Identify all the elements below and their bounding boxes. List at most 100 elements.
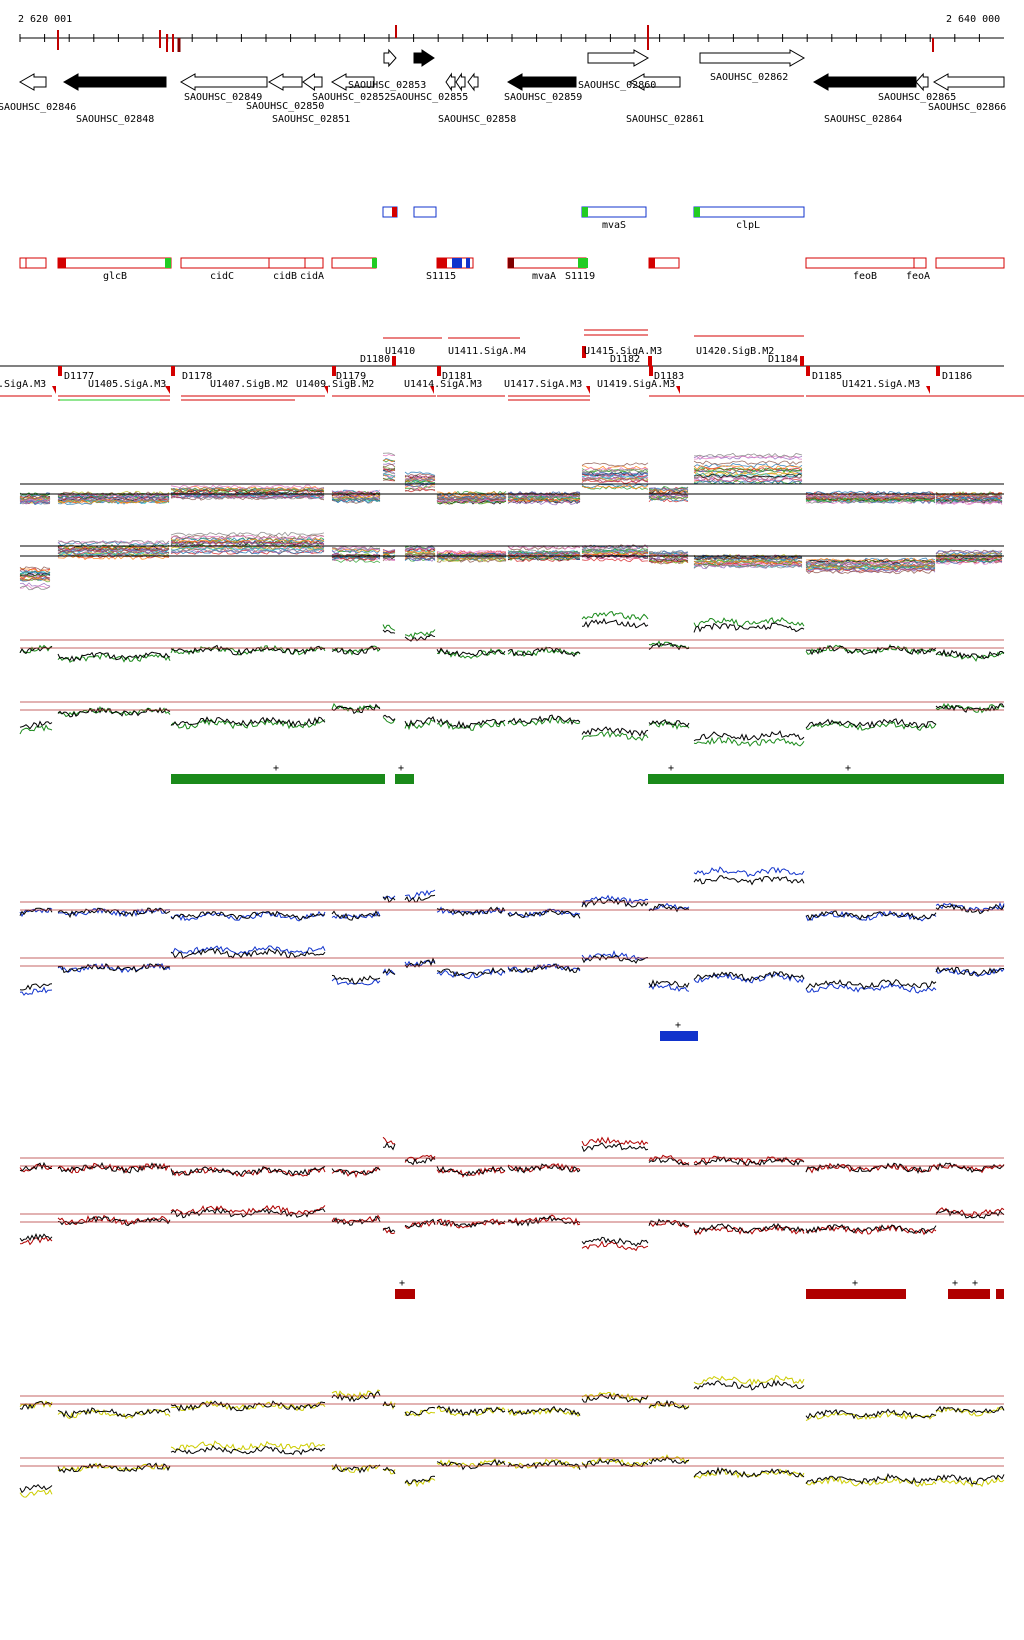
gene-arrow [932, 73, 1005, 91]
blue-feature-clpL[interactable] [693, 206, 805, 218]
call-bar [948, 1289, 990, 1299]
gene-arrow [628, 73, 681, 91]
gene-label: SAOUHSC_02852 [312, 92, 390, 103]
segment-label: D1181 [442, 371, 472, 382]
gene-label: SAOUHSC_02865 [878, 92, 956, 103]
red-feature-box[interactable] [19, 257, 47, 269]
expression-line [19, 875, 1005, 922]
red-feature-box[interactable] [331, 257, 377, 269]
gene-arrow [179, 73, 268, 91]
segment-label: D1178 [182, 371, 212, 382]
feature-label-mvaS: mvaS [602, 220, 626, 231]
segment-label: D1177 [64, 371, 94, 382]
call-bar [171, 774, 385, 784]
expression-line [19, 1444, 1005, 1494]
feature-label-cidA: cidA [300, 271, 324, 282]
gene-arrows[interactable] [18, 48, 1005, 92]
gene-label: SAOUHSC_02860 [578, 80, 656, 91]
gene-arrow [18, 73, 47, 91]
blue-feature-box[interactable] [413, 206, 437, 218]
segment-label: D1179 [336, 371, 366, 382]
ruler-red-marks [57, 25, 934, 52]
red-feature-box[interactable] [935, 257, 1005, 269]
feature-label-feoA: feoA [906, 271, 930, 282]
segment-label: U1415.SigA.M3 [584, 346, 662, 357]
gene-label: SAOUHSC_02864 [824, 114, 902, 125]
blue-feature-mvaS[interactable] [581, 206, 647, 218]
gene-label: SAOUHSC_02851 [272, 114, 350, 125]
segment-label: U1405.SigA.M3 [88, 379, 166, 390]
feature-label-mvaA: mvaA [532, 271, 556, 282]
feature-label-clpL: clpL [736, 220, 760, 231]
red-feature-cidB[interactable] [268, 257, 306, 269]
segment-label: D1180 [360, 354, 390, 365]
gene-arrow [62, 73, 167, 91]
expression-multi-track-2 [19, 531, 1004, 591]
plus-marker: + [398, 763, 404, 774]
expression-line [19, 1141, 1005, 1177]
call-bar [395, 1289, 415, 1299]
plus-marker: + [675, 1020, 681, 1031]
segment-label: D1185 [812, 371, 842, 382]
red-feature-cidA[interactable] [304, 257, 324, 269]
segment-label: D1182 [610, 354, 640, 365]
call-bar [806, 1289, 906, 1299]
expression-multi-track-1 [19, 452, 1004, 506]
gene-arrow [467, 72, 479, 92]
red-feature-feoA[interactable] [913, 257, 927, 269]
feature-label-S1119: S1119 [565, 271, 595, 282]
gene-label: SAOUHSC_02846 [0, 102, 76, 113]
call-bar [660, 1031, 698, 1041]
expression-pair-tracks [19, 611, 1005, 1498]
feature-label-S1115: S1115 [426, 271, 456, 282]
segment-label: U1421.SigA.M3 [842, 379, 920, 390]
gene-arrow [915, 72, 929, 92]
gene-arrow [812, 73, 917, 91]
gene-arrow [455, 72, 466, 92]
red-feature-glcB[interactable] [57, 257, 172, 269]
gene-arrow [445, 72, 456, 92]
segment-label: .SigA.M3 [0, 379, 46, 390]
gene-arrow [302, 73, 323, 91]
segment-label: U1414.SigA.M3 [404, 379, 482, 390]
expression-line [19, 1374, 1005, 1422]
call-bars: + + + + + + + + + [171, 763, 1004, 1299]
expression-line [19, 866, 1005, 922]
expression-line [19, 452, 1003, 502]
feature-label-cidB: cidB [273, 271, 297, 282]
gene-arrow [267, 73, 303, 91]
plus-marker: + [972, 1278, 978, 1289]
plus-marker: + [273, 763, 279, 774]
ruler-end-label: 2 640 000 [946, 14, 1000, 25]
gene-label: SAOUHSC_02858 [438, 114, 516, 125]
gene-label: SAOUHSC_02862 [710, 72, 788, 83]
gene-label: SAOUHSC_02861 [626, 114, 704, 125]
gene-arrow [506, 73, 577, 91]
expression-line [19, 1379, 1005, 1420]
feature-label-feoB: feoB [853, 271, 877, 282]
gene-arrow [383, 48, 397, 68]
segment-label: U1417.SigA.M3 [504, 379, 582, 390]
call-bar [395, 774, 414, 784]
segment-label: U1419.SigA.M3 [597, 379, 675, 390]
gene-label: SAOUHSC_02849 [184, 92, 262, 103]
red-feature-feoB[interactable] [805, 257, 915, 269]
red-feature-track: glcB cidC cidB cidA S1115 mvaA S1119 feo… [19, 257, 1005, 282]
segment-label: U1420.SigB.M2 [696, 346, 774, 357]
call-bar [648, 774, 1004, 784]
segment-label: D1184 [768, 354, 798, 365]
gene-label: SAOUHSC_02855 [390, 92, 468, 103]
feature-label-cidC: cidC [210, 271, 234, 282]
expression-line [19, 611, 1005, 663]
red-feature-mvaA[interactable] [507, 257, 587, 269]
red-feature-cidC[interactable] [180, 257, 270, 269]
segment-track: U1410 U1411.SigA.M4 U1415.SigA.M3 U1420.… [0, 329, 1024, 401]
gene-label: SAOUHSC_02859 [504, 92, 582, 103]
plus-marker: + [668, 763, 674, 774]
ruler-ticks [19, 34, 980, 42]
plus-marker: + [952, 1278, 958, 1289]
segment-label: U1411.SigA.M4 [448, 346, 526, 357]
coordinate-ruler: 2 620 001 2 640 000 [18, 14, 1004, 52]
expression-line [19, 703, 1005, 742]
gene-arrow [413, 49, 435, 67]
